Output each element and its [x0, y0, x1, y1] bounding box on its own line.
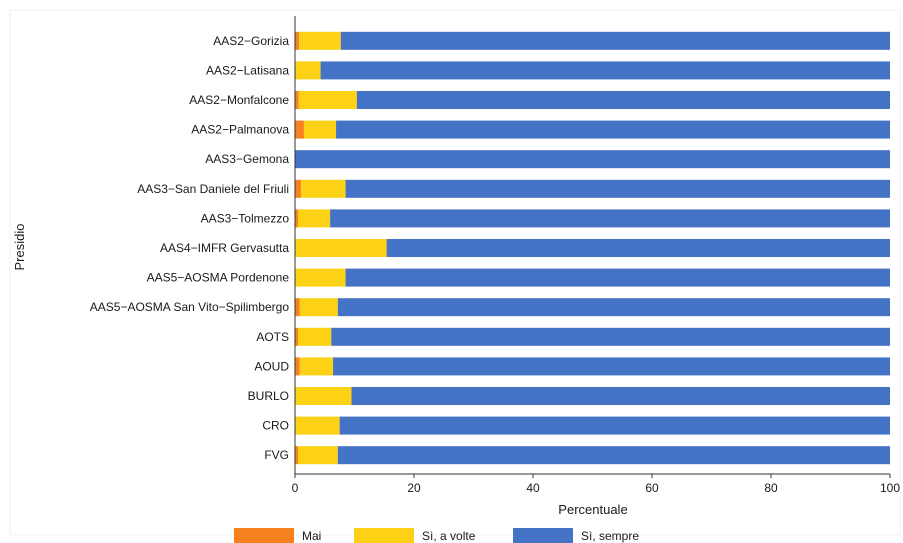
y-tick-label: FVG: [264, 448, 289, 462]
y-tick-label: AOTS: [256, 330, 289, 344]
x-tick-label: 60: [645, 481, 659, 495]
bar-segment-3-13: [351, 387, 890, 405]
legend-label-3: Sì, sempre: [581, 529, 639, 543]
legend-label-1: Mai: [302, 529, 321, 543]
bar-segment-3-5: [295, 150, 890, 169]
bar-segment-1-1: [295, 31, 300, 50]
legend-swatch-1: [234, 528, 294, 543]
y-tick-label: AAS3−Gemona: [205, 152, 289, 166]
x-tick-label: 80: [764, 481, 778, 495]
bar-segment-1-7: [295, 209, 298, 228]
bar-segment-2-3: [298, 91, 357, 109]
legend-swatch-2: [354, 528, 414, 543]
bar-segment-1-11: [295, 327, 298, 346]
bar-segment-1-10: [295, 298, 300, 317]
y-tick-label: AAS3−Tolmezzo: [201, 211, 290, 225]
bar-segment-3-9: [345, 268, 890, 287]
bar-segment-1-4: [295, 120, 304, 139]
y-tick-label: AOUD: [254, 359, 289, 373]
bar-segment-2-8: [295, 239, 387, 257]
bar-segment-3-11: [331, 327, 890, 346]
y-axis-title: Presidio: [12, 224, 27, 271]
bar-segment-3-7: [330, 209, 891, 228]
y-tick-label: AAS2−Palmanova: [191, 123, 289, 137]
x-tick-label: 20: [407, 481, 421, 495]
bar-segment-3-2: [320, 61, 891, 80]
y-tick-label: AAS5−AOSMA San Vito−Spilimbergo: [90, 300, 290, 314]
x-ticks-layer: 0 20 40 60 80 100: [292, 474, 900, 495]
bars-layer: [295, 31, 891, 465]
bar-segment-3-3: [356, 91, 890, 109]
bar-segment-3-4: [336, 120, 890, 139]
x-tick-label: 0: [292, 481, 299, 495]
y-tick-label: AAS3−San Daniele del Friuli: [137, 182, 289, 196]
x-tick-label: 100: [880, 481, 900, 495]
bar-segment-2-4: [303, 120, 337, 139]
bar-segment-1-6: [295, 179, 301, 198]
plot-frame: [9, 9, 901, 536]
bar-segment-3-15: [337, 446, 891, 465]
bar-segment-3-14: [339, 416, 890, 435]
bar-segment-3-10: [337, 298, 891, 317]
y-tick-label: AAS4−IMFR Gervasutta: [160, 241, 289, 255]
legend-swatch-3: [513, 528, 573, 543]
y-tick-label: AAS2−Latisana: [206, 63, 289, 77]
legend: Mai Sì, a volte Sì, sempre: [234, 528, 639, 543]
y-tick-label: BURLO: [248, 389, 289, 403]
bar-segment-2-2: [295, 61, 321, 80]
x-axis-title: Percentuale: [558, 502, 627, 517]
bar-segment-2-11: [297, 327, 332, 346]
bar-segment-1-15: [295, 446, 298, 465]
y-tick-label: AAS5−AOSMA Pordenone: [147, 271, 290, 285]
bar-segment-2-13: [295, 387, 352, 405]
y-labels-layer: AAS2−Gorizia AAS2−Latisana AAS2−Monfalcone…: [90, 34, 290, 462]
x-tick-label: 40: [526, 481, 540, 495]
bar-segment-3-6: [345, 179, 890, 198]
y-tick-label: CRO: [262, 419, 289, 433]
bar-segment-3-1: [340, 31, 890, 50]
bar-segment-2-9: [295, 268, 346, 287]
bar-segment-1-3: [295, 91, 299, 109]
bar-segment-1-12: [295, 357, 300, 376]
bar-segment-2-12: [299, 357, 334, 376]
bar-segment-3-12: [333, 357, 891, 376]
legend-label-2: Sì, a volte: [422, 529, 476, 543]
bar-segment-2-10: [299, 298, 338, 317]
bar-segment-2-1: [299, 31, 341, 50]
y-tick-label: AAS2−Gorizia: [213, 34, 289, 48]
bar-segment-2-6: [300, 179, 346, 198]
bar-segment-2-14: [295, 416, 340, 435]
y-tick-label: AAS2−Monfalcone: [189, 93, 289, 107]
bar-segment-2-15: [297, 446, 338, 465]
bar-segment-3-8: [386, 239, 890, 257]
bar-segment-2-7: [297, 209, 331, 228]
